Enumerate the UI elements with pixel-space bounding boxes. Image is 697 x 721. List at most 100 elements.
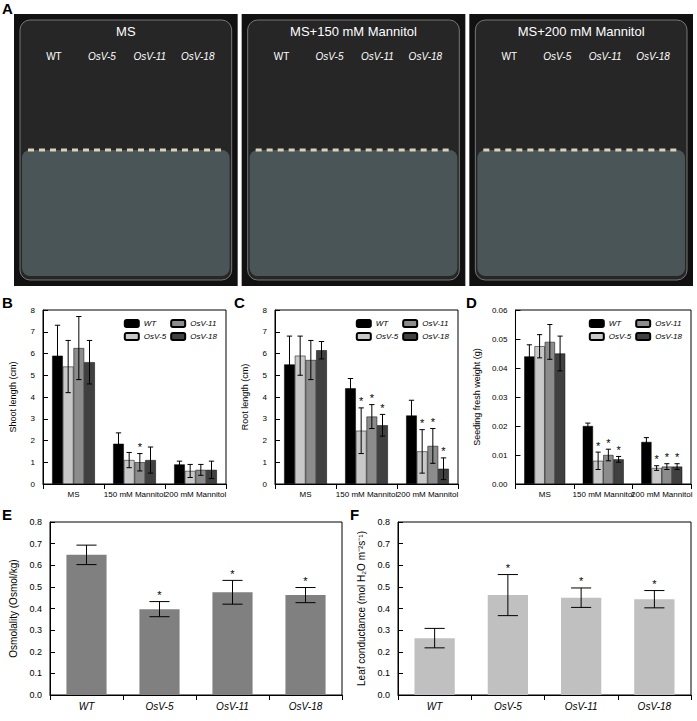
svg-text:0.6: 0.6 [29,560,42,570]
svg-text:MS: MS [68,490,80,499]
svg-text:8: 8 [263,306,268,315]
svg-text:Seeding fresh weight (g): Seeding fresh weight (g) [472,348,482,446]
svg-text:0.7: 0.7 [29,539,42,549]
svg-text:*: * [579,575,584,587]
svg-text:*: * [596,440,601,452]
svg-text:5: 5 [263,371,268,380]
svg-text:*: * [665,451,670,463]
svg-text:OsV-18: OsV-18 [638,701,672,712]
svg-text:OsV-18: OsV-18 [422,332,449,341]
svg-text:*: * [652,578,657,590]
svg-text:OsV-11: OsV-11 [133,51,166,62]
svg-text:7: 7 [263,327,268,336]
svg-text:0.4: 0.4 [29,604,42,614]
svg-text:0.00: 0.00 [492,480,508,489]
svg-text:*: * [441,445,446,457]
svg-text:7: 7 [31,327,36,336]
svg-text:5: 5 [31,371,36,380]
svg-text:WT: WT [144,319,158,328]
svg-text:8: 8 [31,306,36,315]
svg-text:Root length (cm): Root length (cm) [240,364,250,431]
svg-text:WT: WT [609,319,623,328]
svg-text:*: * [506,562,511,574]
svg-text:*: * [230,568,235,580]
svg-text:0.6: 0.6 [377,560,390,570]
svg-text:0: 0 [263,480,268,489]
svg-text:*: * [616,444,621,456]
svg-text:0.5: 0.5 [377,582,390,592]
svg-text:*: * [138,441,143,453]
svg-text:6: 6 [263,349,268,358]
svg-text:0.02: 0.02 [492,422,508,431]
svg-text:4: 4 [263,393,268,402]
svg-text:MS+150 mM Mannitol: MS+150 mM Mannitol [290,24,417,39]
svg-text:*: * [606,437,611,449]
svg-text:OsV-5: OsV-5 [494,701,522,712]
svg-text:WT: WT [502,51,518,62]
svg-text:*: * [420,417,425,429]
svg-text:2: 2 [31,436,36,445]
svg-text:OsV-11: OsV-11 [216,701,249,712]
svg-text:4: 4 [31,393,36,402]
svg-text:150 mM Mannitol: 150 mM Mannitol [573,490,635,499]
svg-text:0: 0 [31,480,36,489]
svg-text:OsV-11: OsV-11 [190,319,216,328]
svg-text:0.0: 0.0 [29,690,42,700]
svg-text:*: * [654,453,659,465]
svg-text:OsV-18: OsV-18 [655,332,682,341]
svg-text:OsV-5: OsV-5 [376,332,399,341]
svg-text:OsV-18: OsV-18 [181,51,215,62]
svg-text:Shoot length (cm): Shoot length (cm) [8,361,18,432]
svg-text:OsV-11: OsV-11 [655,319,681,328]
svg-text:*: * [675,451,680,463]
svg-text:0.2: 0.2 [377,647,390,657]
svg-text:OsV-5: OsV-5 [146,701,174,712]
svg-text:*: * [431,416,436,428]
svg-text:0.3: 0.3 [377,625,390,635]
svg-text:OsV-11: OsV-11 [565,701,598,712]
svg-text:OsV-11: OsV-11 [589,51,622,62]
svg-text:0.01: 0.01 [492,451,508,460]
svg-text:150 mM Mannitol: 150 mM Mannitol [336,490,398,499]
svg-text:MS: MS [116,24,136,39]
svg-text:0.2: 0.2 [29,647,42,657]
svg-text:*: * [303,575,308,587]
svg-text:0.8: 0.8 [377,517,390,527]
svg-text:0.4: 0.4 [377,604,390,614]
svg-text:0.1: 0.1 [377,668,390,678]
svg-text:3: 3 [31,414,36,423]
svg-text:*: * [157,589,162,601]
svg-text:0.5: 0.5 [29,582,42,592]
svg-text:OsV-11: OsV-11 [361,51,394,62]
svg-text:0.7: 0.7 [377,539,390,549]
svg-text:MS: MS [539,490,551,499]
svg-text:*: * [370,392,375,404]
svg-text:OsV-18: OsV-18 [409,51,443,62]
svg-text:OsV-18: OsV-18 [289,701,323,712]
svg-text:1: 1 [31,458,36,467]
svg-text:WT: WT [427,701,443,712]
svg-text:0.04: 0.04 [492,364,508,373]
svg-text:2: 2 [263,436,268,445]
svg-text:OsV-11: OsV-11 [422,319,448,328]
svg-text:OsV-18: OsV-18 [190,332,217,341]
svg-text:OsV-5: OsV-5 [543,51,571,62]
svg-text:OsV-18: OsV-18 [636,51,670,62]
svg-text:WT: WT [79,701,95,712]
svg-text:WT: WT [376,319,390,328]
svg-text:3: 3 [263,414,268,423]
svg-text:0.8: 0.8 [29,517,42,527]
svg-text:MS+200 mM Mannitol: MS+200 mM Mannitol [518,24,645,39]
svg-text:0.03: 0.03 [492,393,508,402]
svg-text:MS: MS [300,490,312,499]
svg-text:150 mM Mannitol: 150 mM Mannitol [104,490,166,499]
svg-text:OsV-5: OsV-5 [88,51,116,62]
svg-text:1: 1 [263,458,268,467]
svg-text:200 mM Mannitol: 200 mM Mannitol [165,490,227,499]
svg-text:OsV-5: OsV-5 [609,332,632,341]
svg-text:OsV-5: OsV-5 [144,332,167,341]
svg-text:WT: WT [46,51,62,62]
svg-text:*: * [359,395,364,407]
svg-text:Leaf conductance (mol H₂O m⁻²s: Leaf conductance (mol H₂O m⁻²s⁻¹) [356,531,367,686]
svg-text:0.3: 0.3 [29,625,42,635]
